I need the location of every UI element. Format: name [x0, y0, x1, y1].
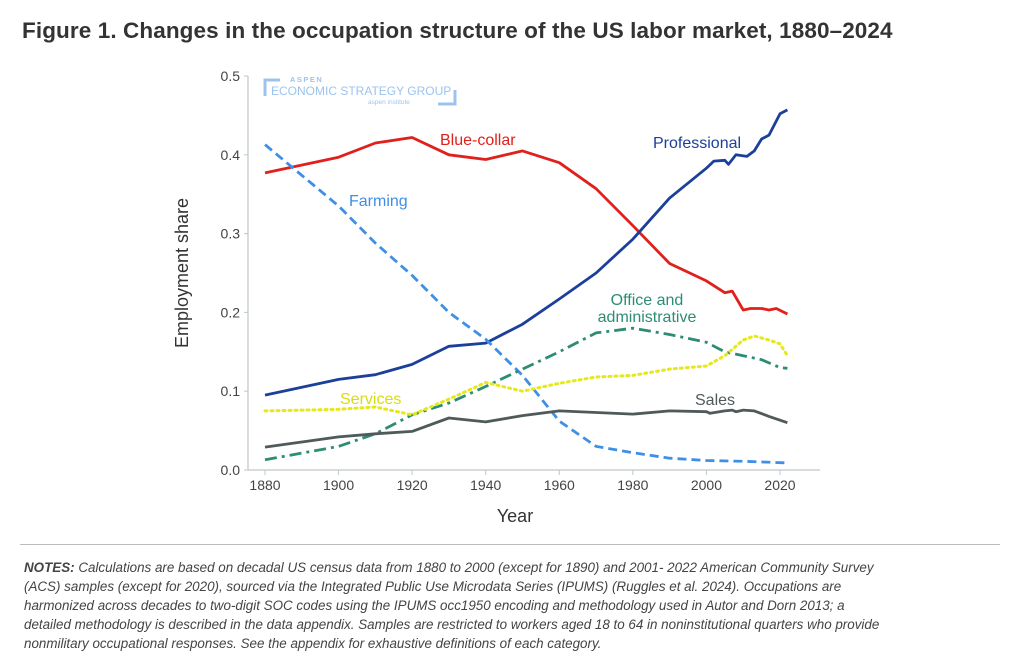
x-tick-label: 1920	[397, 477, 428, 493]
label-office-1: Office and	[611, 292, 684, 309]
y-tick-label: 0.1	[221, 383, 241, 399]
label-office-2: administrative	[598, 309, 697, 326]
label-blue-collar: Blue-collar	[440, 132, 516, 149]
notes-line: nonmilitary occupational responses. See …	[24, 636, 602, 651]
series-line-blue-collar	[264, 136, 789, 316]
logo-line1: ASPEN	[290, 75, 323, 84]
axes	[247, 76, 820, 471]
notes-divider	[20, 544, 1000, 545]
logo-line3: aspen institute	[368, 99, 410, 106]
line-chart: ASPEN ECONOMIC STRATEGY GROUP aspen inst…	[172, 68, 820, 526]
series-line-office-and-administrative	[264, 326, 788, 462]
series-line-services	[263, 334, 789, 417]
logo-line2: ECONOMIC STRATEGY GROUP	[271, 84, 451, 98]
x-tick-label: 1900	[323, 477, 354, 493]
y-tick-label: 0.3	[221, 226, 241, 242]
y-tick-label: 0.2	[221, 304, 241, 320]
label-farming: Farming	[349, 193, 408, 210]
notes-line: harmonized across decades to two-digit S…	[24, 598, 845, 613]
notes: NOTES: Calculations are based on decadal…	[24, 558, 879, 653]
notes-text: Calculations are based on decadal US cen…	[74, 560, 874, 575]
y-tick-label: 0.0	[221, 462, 241, 478]
x-tick-label: 2000	[691, 477, 722, 493]
y-tick-label: 0.5	[221, 68, 241, 84]
notes-line: NOTES: Calculations are based on decadal…	[24, 558, 879, 577]
x-axis-label: Year	[497, 506, 533, 526]
label-services: Services	[340, 391, 401, 408]
y-tick-label: 0.4	[221, 147, 241, 163]
notes-line: detailed methodology is described in the…	[24, 617, 880, 632]
x-tick-label: 1960	[544, 477, 575, 493]
x-tick-label: 2020	[764, 477, 795, 493]
x-tick-label: 1940	[470, 477, 501, 493]
label-sales: Sales	[695, 392, 735, 409]
series-line-sales	[264, 408, 788, 449]
series-line-professional	[264, 108, 789, 397]
notes-lead: NOTES:	[24, 560, 75, 575]
series-line-farming	[264, 143, 788, 465]
y-axis-label: Employment share	[172, 198, 192, 348]
label-professional: Professional	[653, 135, 741, 152]
watermark-logo: ASPEN ECONOMIC STRATEGY GROUP aspen inst…	[263, 75, 457, 106]
notes-line: (ACS) samples (except for 2020), sourced…	[24, 579, 842, 594]
figure-title: Figure 1. Changes in the occupation stru…	[22, 18, 893, 43]
x-tick-label: 1880	[249, 477, 280, 493]
x-tick-label: 1980	[617, 477, 648, 493]
